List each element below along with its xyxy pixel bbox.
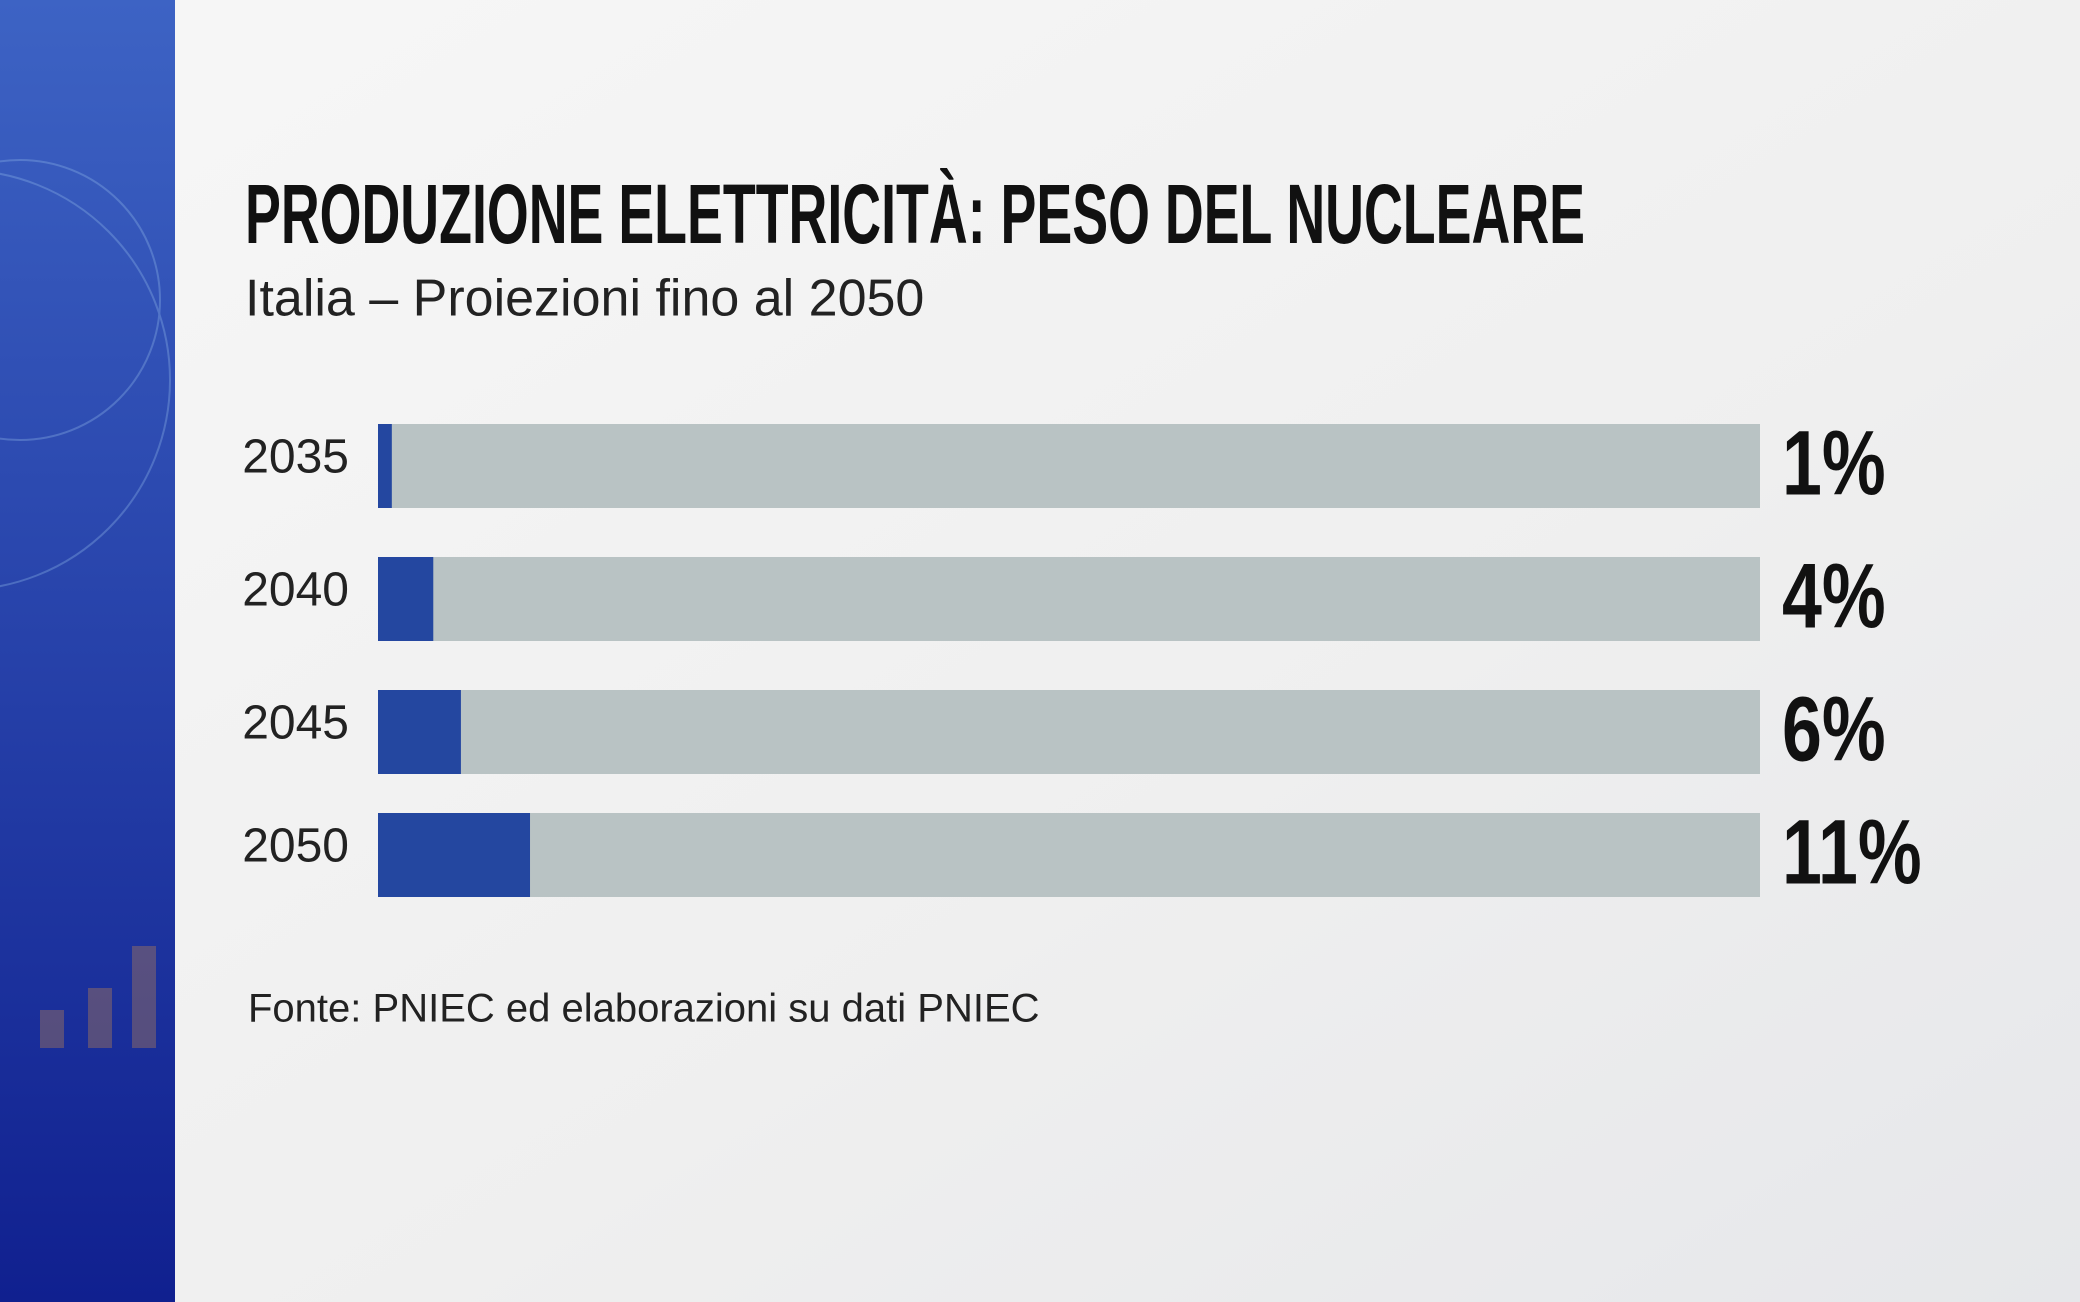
bar xyxy=(378,424,392,508)
decor xyxy=(0,159,171,1048)
y-tick-label: 2040 xyxy=(242,564,349,617)
bar xyxy=(378,813,531,897)
bar-track xyxy=(378,557,1760,641)
bar xyxy=(378,557,434,641)
chart-subtitle: Italia – Proiezioni fino al 2050 xyxy=(245,270,924,328)
value-label: 1% xyxy=(1782,412,1886,514)
value-label: 11% xyxy=(1782,801,1922,903)
side-band xyxy=(0,0,175,1302)
y-tick-label: 2035 xyxy=(242,431,349,484)
y-tick-label: 2050 xyxy=(242,820,349,873)
chart-title: PRODUZIONE ELETTRICITÀ: PESO DEL NUCLEAR… xyxy=(245,167,1585,261)
value-label: 4% xyxy=(1782,545,1886,647)
bar-track xyxy=(378,690,1760,774)
value-label: 6% xyxy=(1782,678,1886,780)
bar-track xyxy=(378,424,1760,508)
bar-track xyxy=(378,813,1760,897)
bar xyxy=(378,690,461,774)
y-tick-label: 2045 xyxy=(242,697,349,750)
source-note: Fonte: PNIEC ed elaborazioni su dati PNI… xyxy=(248,987,1040,1031)
